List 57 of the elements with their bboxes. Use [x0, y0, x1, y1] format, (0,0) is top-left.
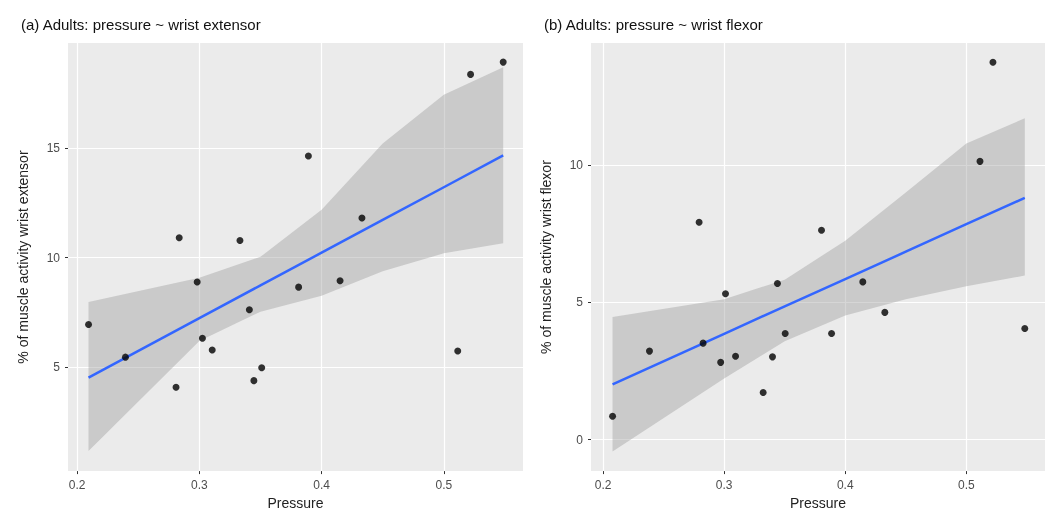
point — [732, 352, 740, 360]
point — [175, 234, 183, 242]
point — [781, 330, 789, 338]
y-tick-label: 5 — [576, 295, 584, 310]
point — [717, 358, 725, 366]
x-tick-label: 0.4 — [836, 478, 854, 493]
point — [295, 283, 303, 291]
point — [172, 383, 180, 391]
y-tick-label: 15 — [46, 140, 61, 155]
line-series — [87, 154, 505, 379]
point — [699, 339, 707, 347]
point — [989, 58, 997, 66]
point — [976, 157, 984, 165]
x-axis-title: Pressure — [267, 495, 324, 511]
x-tick-label: 0.2 — [68, 478, 86, 493]
point — [859, 278, 867, 286]
point — [198, 334, 206, 342]
point — [258, 364, 266, 372]
point — [759, 389, 767, 397]
y-tick-label: 5 — [53, 360, 61, 375]
point — [499, 58, 507, 66]
point — [881, 308, 889, 316]
chart-title: (a) Adults: pressure ~ wrist extensor — [21, 16, 261, 33]
point — [645, 347, 653, 355]
point — [250, 377, 258, 385]
point — [695, 218, 703, 226]
y-tick-label: 10 — [46, 250, 61, 265]
x-axis-title: Pressure — [789, 495, 847, 511]
point — [1021, 325, 1029, 333]
line-series — [611, 196, 1027, 386]
point — [768, 353, 776, 361]
x-tick-label: 0.5 — [957, 478, 975, 493]
y-axis-title: % of muscle activity wrist flexor — [538, 159, 554, 354]
chart-title: (b) Adults: pressure ~ wrist flexor — [544, 16, 763, 33]
x-tick-label: 0.5 — [435, 478, 453, 493]
point — [609, 412, 617, 420]
point — [85, 320, 93, 328]
point — [193, 278, 201, 286]
x-tick-label: 0.2 — [594, 478, 612, 493]
y-axis-title: % of muscle activity wrist extensor — [15, 150, 31, 364]
point — [467, 70, 475, 78]
point — [121, 353, 129, 361]
point — [245, 306, 253, 314]
point — [828, 330, 836, 338]
point — [722, 290, 730, 298]
y-tick-label: 0 — [576, 432, 584, 447]
point — [236, 237, 244, 245]
point — [818, 226, 826, 234]
point — [336, 277, 344, 285]
x-tick-label: 0.4 — [313, 478, 331, 493]
point — [304, 152, 312, 160]
y-tick-label: 10 — [569, 157, 584, 172]
x-tick-label: 0.3 — [191, 478, 209, 493]
point — [454, 347, 462, 355]
point — [773, 280, 781, 288]
point — [208, 346, 216, 354]
x-tick-label: 0.3 — [715, 478, 733, 493]
